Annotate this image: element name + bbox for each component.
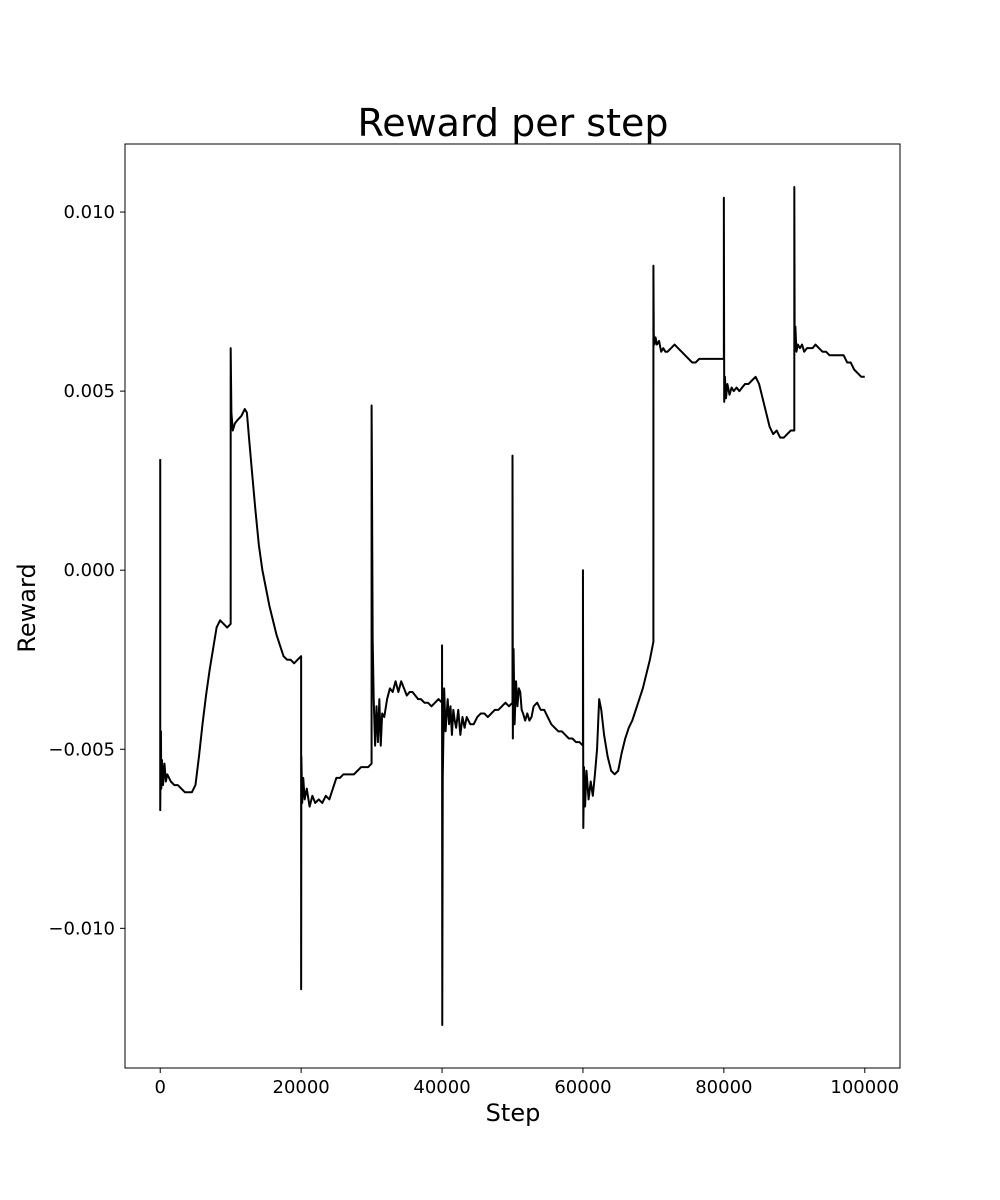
chart-title: Reward per step — [358, 101, 669, 145]
x-tick-label: 100000 — [830, 1077, 899, 1098]
y-tick-label: 0.005 — [63, 381, 115, 402]
x-tick-label: 20000 — [273, 1077, 330, 1098]
y-tick-label: 0.010 — [63, 202, 115, 223]
x-tick-label: 80000 — [695, 1077, 752, 1098]
y-tick-label: 0.000 — [63, 560, 115, 581]
y-tick-label: −0.010 — [48, 918, 115, 939]
plot-area — [124, 143, 901, 1069]
x-tick-label: 40000 — [413, 1077, 470, 1098]
x-tick-label: 0 — [155, 1077, 166, 1098]
x-tick-label: 60000 — [554, 1077, 611, 1098]
x-axis-label: Step — [486, 1099, 541, 1127]
reward-series-line — [159, 185, 865, 1027]
x-axis: 0 20000 40000 60000 80000 100000 — [155, 1068, 899, 1098]
y-axis: −0.010 −0.005 0.000 0.005 0.010 — [48, 202, 125, 939]
y-axis-label: Reward — [13, 563, 41, 652]
y-tick-label: −0.005 — [48, 739, 115, 760]
